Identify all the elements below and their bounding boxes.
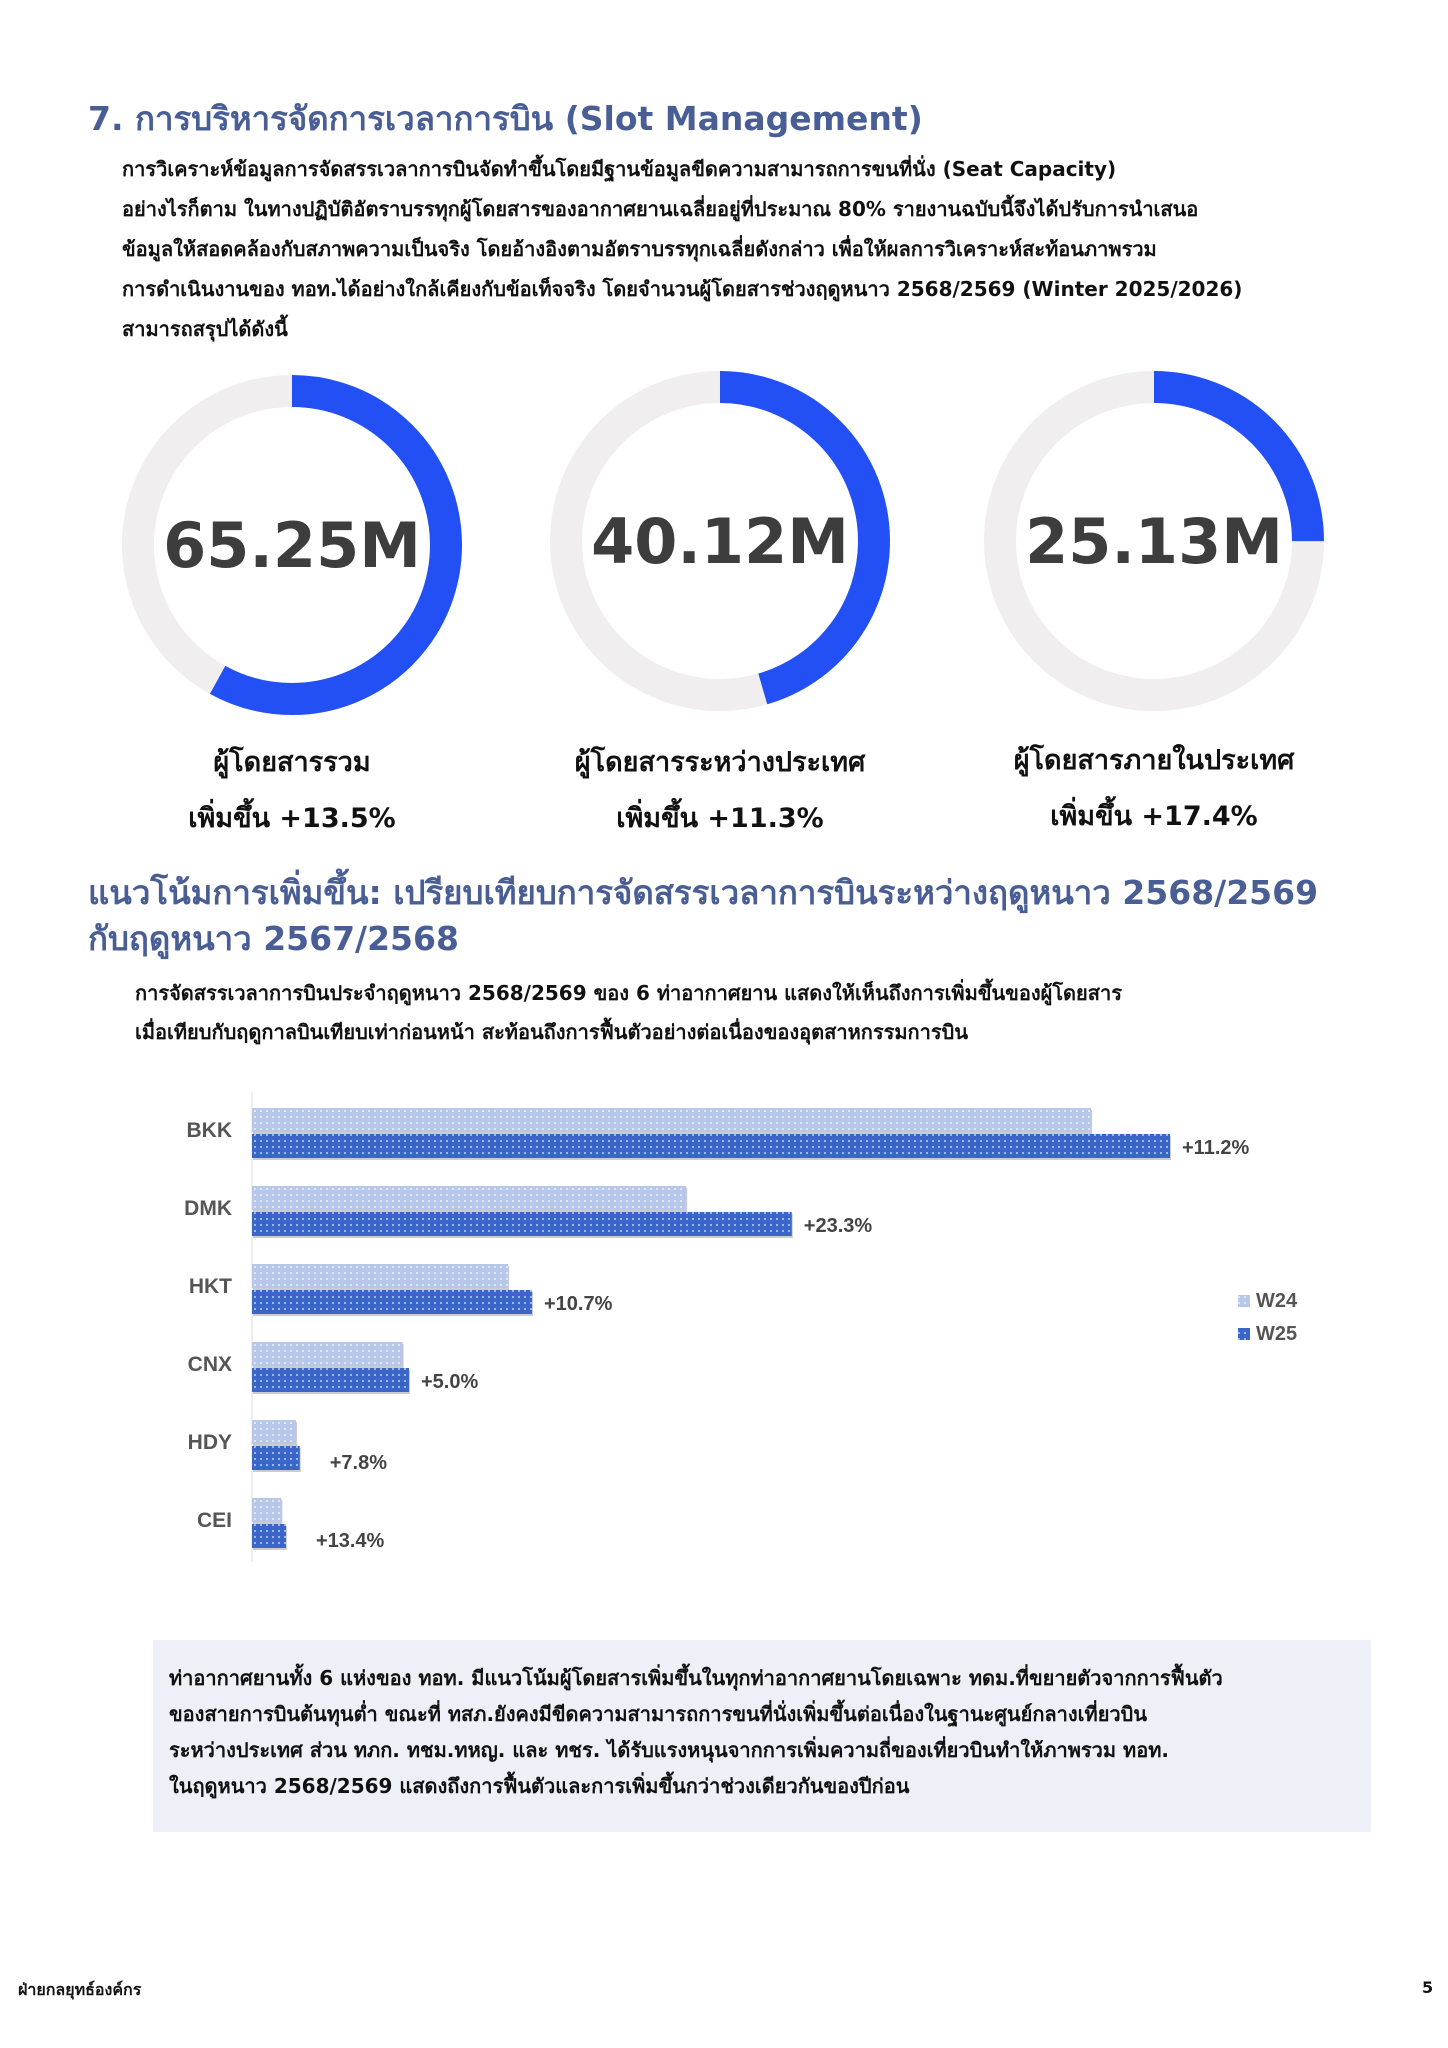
kpi-change: เพิ่มขึ้น +13.5% — [188, 803, 396, 834]
kpi-donut-total: 65.25M — [117, 370, 467, 720]
legend-swatch-w24 — [1238, 1295, 1250, 1307]
category-label: DMK — [184, 1197, 232, 1220]
kpi-label: ผู้โดยสารระหว่างประเทศ — [574, 747, 866, 778]
category-label: HDY — [188, 1431, 232, 1454]
bar-w24-cei — [252, 1498, 282, 1522]
bar-w25-hkt — [252, 1290, 532, 1314]
donut-arc — [550, 371, 890, 711]
bar-w24-dmk — [252, 1186, 687, 1210]
legend-label: W25 — [1256, 1323, 1297, 1345]
summary-line: ระหว่างประเทศ ส่วน ทภก. ทชม.ทหญ. และ ทชร… — [169, 1738, 1170, 1762]
kpi-value: 65.25M — [163, 508, 421, 582]
bar-w25-cei — [252, 1524, 286, 1548]
bar-w24-bkk — [252, 1108, 1092, 1132]
donut-ring — [122, 375, 462, 715]
bar-chart: BKK +11.2% DMK +23.3% HKT +10.7% CNX +5.0% HDY +7… — [184, 1092, 1298, 1562]
section-title: 7. การบริหารจัดการเวลาการบิน (Slot Manag… — [88, 99, 923, 138]
bar-w24-hkt — [252, 1264, 509, 1288]
donut-ring — [550, 371, 890, 711]
legend-label: W24 — [1256, 1290, 1298, 1312]
data-label: +10.7% — [544, 1293, 613, 1315]
intro-line: การวิเคราะห์ข้อมูลการจัดสรรเวลาการบินจัด… — [122, 157, 1117, 181]
donut-arc — [122, 375, 462, 715]
trend-title: กับฤดูหนาว 2567/2568 — [88, 919, 459, 958]
category-label: CNX — [188, 1353, 232, 1376]
kpi-value: 40.12M — [591, 504, 849, 578]
intro-line: การดำเนินงานของ ทอท.ได้อย่างใกล้เคียงกับ… — [122, 277, 1243, 301]
trend-paragraph-line: เมื่อเทียบกับฤดูกาลบินเทียบเท่าก่อนหน้า … — [135, 1020, 968, 1044]
kpi-label: ผู้โดยสารภายในประเทศ — [1013, 745, 1295, 776]
intro-line: ข้อมูลให้สอดคล้องกับสภาพความเป็นจริง โดย… — [122, 237, 1157, 261]
donut-ring — [984, 371, 1324, 711]
bar-w25-bkk — [252, 1134, 1170, 1158]
category-label: BKK — [187, 1119, 233, 1142]
kpi-donut-international: 40.12M — [545, 366, 895, 716]
kpi-change: เพิ่มขึ้น +17.4% — [1050, 801, 1258, 832]
trend-title: แนวโน้มการเพิ่มขึ้น: เปรียบเทียบการจัดสร… — [88, 873, 1319, 912]
page-number: 5 — [1422, 1978, 1434, 1997]
summary-line: ของสายการบินต้นทุนต่ำ ขณะที่ ทสภ.ยังคงมี… — [169, 1702, 1148, 1726]
trend-paragraph-line: การจัดสรรเวลาการบินประจำฤดูหนาว 2568/256… — [135, 981, 1122, 1005]
data-label: +11.2% — [1182, 1137, 1250, 1159]
intro-line: อย่างไรก็ตาม ในทางปฏิบัติอัตราบรรทุกผู้โ… — [122, 197, 1199, 221]
data-label: +13.4% — [316, 1530, 385, 1552]
data-label: +7.8% — [330, 1452, 387, 1474]
bar-w25-cnx — [252, 1368, 409, 1392]
data-label: +23.3% — [804, 1215, 873, 1237]
kpi-change: เพิ่มขึ้น +11.3% — [616, 803, 824, 834]
footer-department: ฝ่ายกลยุทธ์องค์กร — [18, 1980, 142, 1999]
legend-swatch-w25 — [1238, 1328, 1250, 1340]
summary-line: ท่าอากาศยานทั้ง 6 แห่งของ ทอท. มีแนวโน้ม… — [169, 1666, 1223, 1690]
category-label: HKT — [189, 1275, 232, 1298]
bar-w25-hdy — [252, 1446, 300, 1470]
bar-w25-dmk — [252, 1212, 792, 1236]
summary-line: ในฤดูหนาว 2568/2569 แสดงถึงการฟื้นตัวและ… — [169, 1774, 910, 1798]
data-label: +5.0% — [421, 1371, 478, 1393]
summary-box: ท่าอากาศยานทั้ง 6 แห่งของ ทอท. มีแนวโน้ม… — [153, 1640, 1371, 1832]
bar-w24-hdy — [252, 1420, 297, 1444]
kpi-donut-domestic: 25.13M — [979, 366, 1329, 716]
bar-w24-cnx — [252, 1342, 403, 1366]
kpi-value: 25.13M — [1025, 504, 1283, 578]
kpi-label: ผู้โดยสารรวม — [213, 747, 371, 778]
legend: W24 W25 — [1238, 1290, 1298, 1345]
intro-line: สามารถสรุปได้ดังนี้ — [122, 317, 288, 341]
donut-arc — [984, 371, 1324, 711]
category-label: CEI — [197, 1509, 232, 1532]
